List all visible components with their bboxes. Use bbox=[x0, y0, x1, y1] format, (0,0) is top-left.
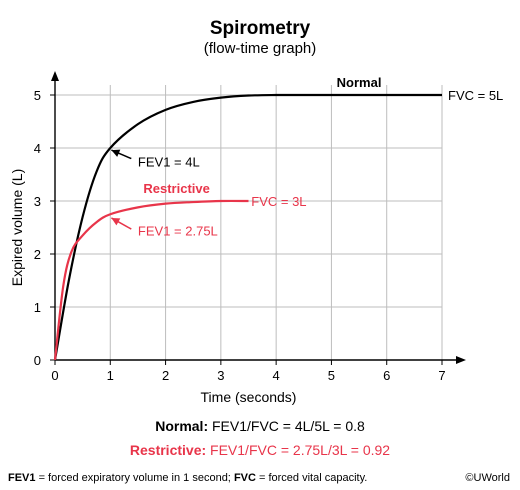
normal-ratio-formula: Normal: FEV1/FVC = 4L/5L = 0.8 bbox=[0, 418, 520, 434]
y-tick-label: 4 bbox=[34, 141, 41, 156]
footnote-fev1-def: = forced expiratory volume in 1 second; bbox=[35, 472, 234, 484]
annotation-normal-fvc: FVC = 5L bbox=[448, 88, 503, 103]
copyright-credit: ©UWorld bbox=[465, 472, 510, 484]
legend-label-normal: Normal bbox=[337, 75, 382, 90]
grid-lines bbox=[55, 85, 443, 360]
y-tick-label: 3 bbox=[34, 194, 41, 209]
y-axis-label: Expired volume (L) bbox=[9, 169, 25, 287]
y-axis-arrowhead bbox=[51, 71, 59, 81]
y-tick-label: 5 bbox=[34, 88, 41, 103]
annotation-restrictive-fev1: FEV1 = 2.75L bbox=[138, 223, 218, 238]
restrictive-ratio-label: Restrictive: bbox=[129, 442, 207, 458]
x-tick-label: 2 bbox=[162, 368, 169, 383]
normal-ratio-label: Normal: bbox=[155, 418, 209, 434]
x-tick-label: 6 bbox=[383, 368, 390, 383]
x-axis-label: Time (seconds) bbox=[201, 389, 297, 405]
tick-labels: 0 1 2 3 4 5 6 7 0 1 2 3 4 5 bbox=[34, 88, 446, 383]
x-tick-label: 1 bbox=[107, 368, 114, 383]
footnote-fev1-term: FEV1 bbox=[8, 472, 36, 484]
series-lines bbox=[53, 93, 442, 361]
x-tick-label: 3 bbox=[217, 368, 224, 383]
annotation-restrictive-fvc: FVC = 3L bbox=[251, 194, 306, 209]
normal-ratio-text: FEV1/FVC = 4L/5L = 0.8 bbox=[212, 418, 365, 434]
chart-title: Spirometry bbox=[209, 18, 311, 39]
series-line-restrictive bbox=[53, 199, 249, 361]
y-tick-label: 1 bbox=[34, 300, 41, 315]
annotations: Normal Restrictive FVC = 5L FEV1 = 4L FV… bbox=[111, 75, 503, 238]
footnote: FEV1 = forced expiratory volume in 1 sec… bbox=[8, 472, 367, 484]
y-tick-label: 2 bbox=[34, 247, 41, 262]
x-axis-arrowhead bbox=[456, 356, 466, 364]
legend-label-restrictive: Restrictive bbox=[143, 181, 209, 196]
footnote-fvc-def: = forced vital capacity. bbox=[255, 472, 368, 484]
y-tick-label: 0 bbox=[34, 353, 41, 368]
x-tick-label: 7 bbox=[438, 368, 445, 383]
footnote-fvc-term: FVC bbox=[233, 472, 256, 484]
x-tick-label: 0 bbox=[51, 368, 58, 383]
series-line-normal bbox=[53, 93, 442, 361]
chart-subtitle: (flow-time graph) bbox=[203, 40, 317, 57]
x-tick-label: 4 bbox=[273, 368, 280, 383]
arrowhead-fev1-restrictive bbox=[111, 217, 121, 226]
restrictive-ratio-text: FEV1/FVC = 2.75L/3L = 0.92 bbox=[210, 442, 391, 458]
arrowhead-fev1-normal bbox=[111, 149, 121, 157]
axes bbox=[50, 71, 466, 365]
x-tick-label: 5 bbox=[328, 368, 335, 383]
spirometry-chart: 0 1 2 3 4 5 6 7 0 1 2 3 4 5 Normal Restrictive FVC = … bbox=[9, 71, 503, 405]
restrictive-ratio-formula: Restrictive: FEV1/FVC = 2.75L/3L = 0.92 bbox=[0, 442, 520, 458]
annotation-normal-fev1: FEV1 = 4L bbox=[138, 155, 200, 170]
